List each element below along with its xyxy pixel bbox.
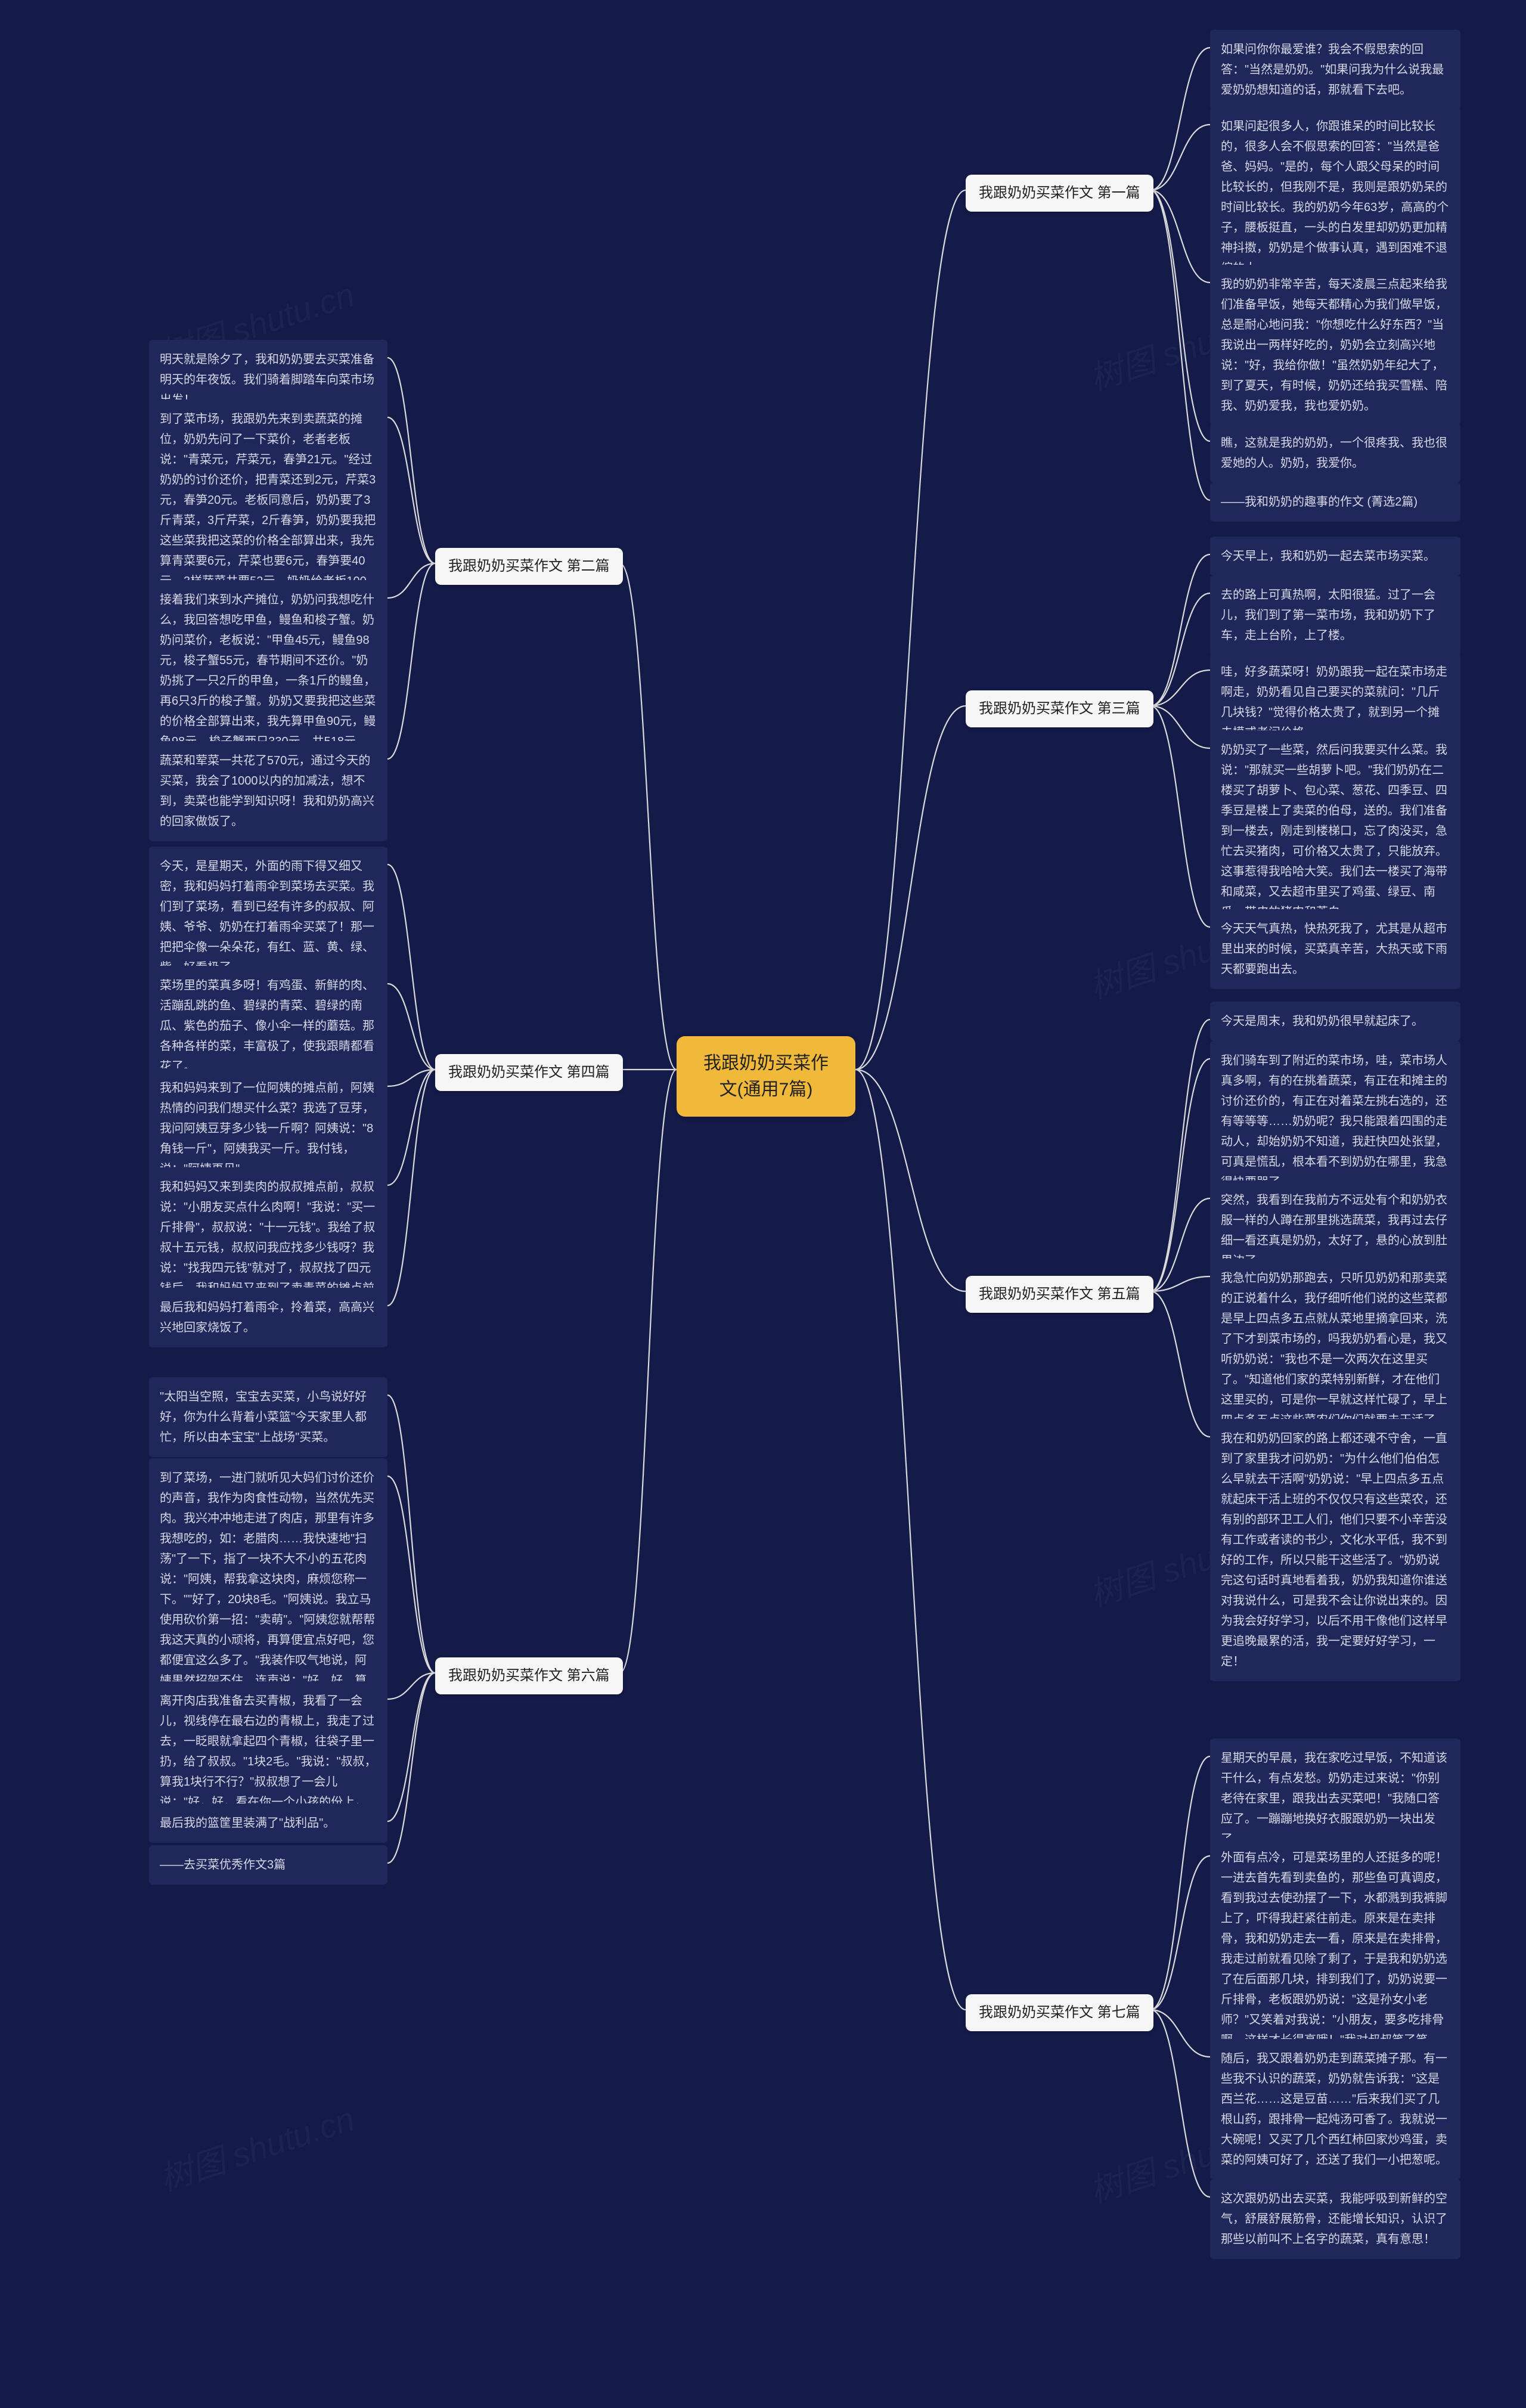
leaf-node: 如果问你你最爱谁？我会不假思索的回答："当然是奶奶。"如果问我为什么说我最爱奶奶… — [1210, 30, 1460, 110]
leaf-node: 如果问起很多人，你跟谁呆的时间比较长的，很多人会不假思索的回答："当然是爸爸、妈… — [1210, 107, 1460, 288]
leaf-node: 我的奶奶非常辛苦，每天凌晨三点起来给我们准备早饭，她每天都精心为我们做早饭，总是… — [1210, 265, 1460, 426]
center-node: 我跟奶奶买菜作文(通用7篇) — [677, 1036, 855, 1117]
leaf-node: "太阳当空照，宝宝去买菜，小鸟说好好好，你为什么背着小菜篮"今天家里人都忙，所以… — [149, 1377, 387, 1457]
branch-node: 我跟奶奶买菜作文 第六篇 — [435, 1657, 623, 1694]
branch-node: 我跟奶奶买菜作文 第七篇 — [966, 1994, 1153, 2031]
leaf-node: 最后我和妈妈打着雨伞，拎着菜，高高兴兴地回家烧饭了。 — [149, 1288, 387, 1347]
leaf-node: 我们骑车到了附近的菜市场，哇，菜市场人真多啊，有的在挑着蔬菜，有正在和摊主的讨价… — [1210, 1041, 1460, 1202]
branch-node: 我跟奶奶买菜作文 第三篇 — [966, 690, 1153, 727]
branch-node: 我跟奶奶买菜作文 第二篇 — [435, 548, 623, 585]
leaf-node: 蔬菜和荤菜一共花了570元，通过今天的买菜，我会了1000以内的加减法，想不到，… — [149, 741, 387, 841]
leaf-node: 这次跟奶奶出去买菜，我能呼吸到新鲜的空气，舒展舒展筋骨，还能增长知识，认识了那些… — [1210, 2179, 1460, 2259]
leaf-node: 今天是周末，我和奶奶很早就起床了。 — [1210, 1002, 1460, 1041]
leaf-node: ——我和奶奶的趣事的作文 (菁选2篇) — [1210, 482, 1460, 522]
leaf-node: 最后我的篮筐里装满了"战利品"。 — [149, 1803, 387, 1843]
leaf-node: 我在和奶奶回家的路上都还魂不守舍，一直到了家里我才问奶奶："为什么他们伯伯怎么早… — [1210, 1419, 1460, 1681]
leaf-node: 随后，我又跟着奶奶走到蔬菜摊子那。有一些我不认识的蔬菜，奶奶就告诉我："这是西兰… — [1210, 2039, 1460, 2180]
leaf-node: 瞧，这就是我的奶奶，一个很疼我、我也很爱她的人。奶奶，我爱你。 — [1210, 423, 1460, 483]
watermark: 树图 shutu.cn — [153, 2093, 360, 2201]
leaf-node: 去的路上可真热啊，太阳很猛。过了一会儿，我们到了第一菜市场，我和奶奶下了车，走上… — [1210, 575, 1460, 655]
branch-node: 我跟奶奶买菜作文 第四篇 — [435, 1054, 623, 1091]
branch-node: 我跟奶奶买菜作文 第一篇 — [966, 175, 1153, 212]
leaf-node: ——去买菜优秀作文3篇 — [149, 1845, 387, 1885]
branch-node: 我跟奶奶买菜作文 第五篇 — [966, 1276, 1153, 1313]
leaf-node: 今天早上，我和奶奶一起去菜市场买菜。 — [1210, 537, 1460, 576]
leaf-node: 今天天气真热，快热死我了，尤其是从超市里出来的时候，买菜真辛苦，大热天或下雨天都… — [1210, 909, 1460, 989]
leaf-node: 奶奶买了一些菜，然后问我要买什么菜。我说："那就买一些胡萝卜吧。"我们奶奶在二楼… — [1210, 730, 1460, 932]
